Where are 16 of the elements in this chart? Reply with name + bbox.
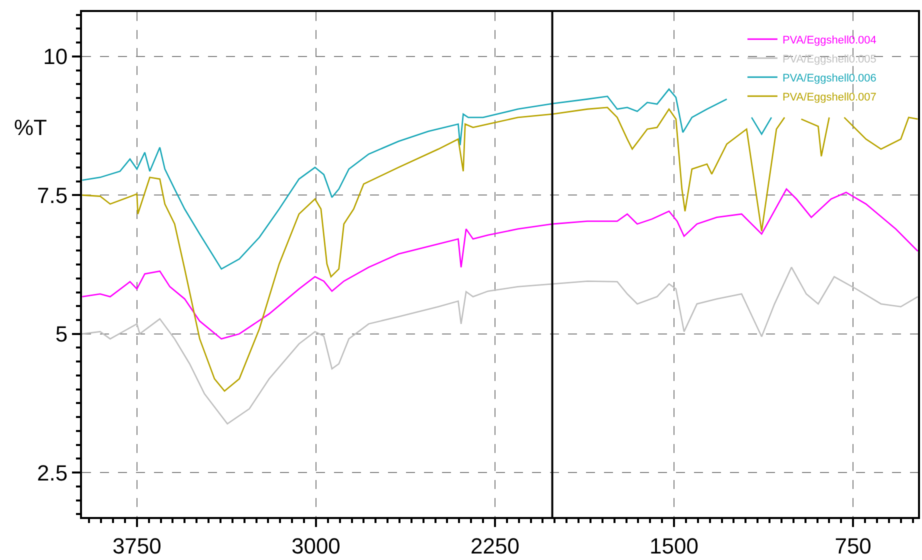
y-tick-label: 5 — [55, 322, 68, 347]
y-tick-label: 10 — [43, 44, 68, 70]
x-tick-label: 2250 — [470, 533, 520, 558]
legend-label: PVA/Eggshell0.007 — [782, 91, 876, 104]
line-series — [82, 188, 918, 340]
legend-label: PVA/Eggshell0.006 — [782, 72, 876, 84]
y-tick-label: 2.5 — [37, 460, 68, 486]
y-tick-label: 7.5 — [37, 182, 68, 208]
x-tick-label: 1500 — [650, 533, 699, 558]
legend-label: PVA/Eggshell0.005 — [782, 53, 876, 66]
x-tick-label: 3000 — [291, 533, 340, 558]
legend-label: PVA/Eggshell0.004 — [782, 34, 876, 46]
line-series — [82, 266, 918, 424]
x-tick-label: 750 — [834, 533, 872, 558]
x-tick-label: 3750 — [112, 533, 162, 558]
y-axis-title: %T — [14, 115, 47, 140]
